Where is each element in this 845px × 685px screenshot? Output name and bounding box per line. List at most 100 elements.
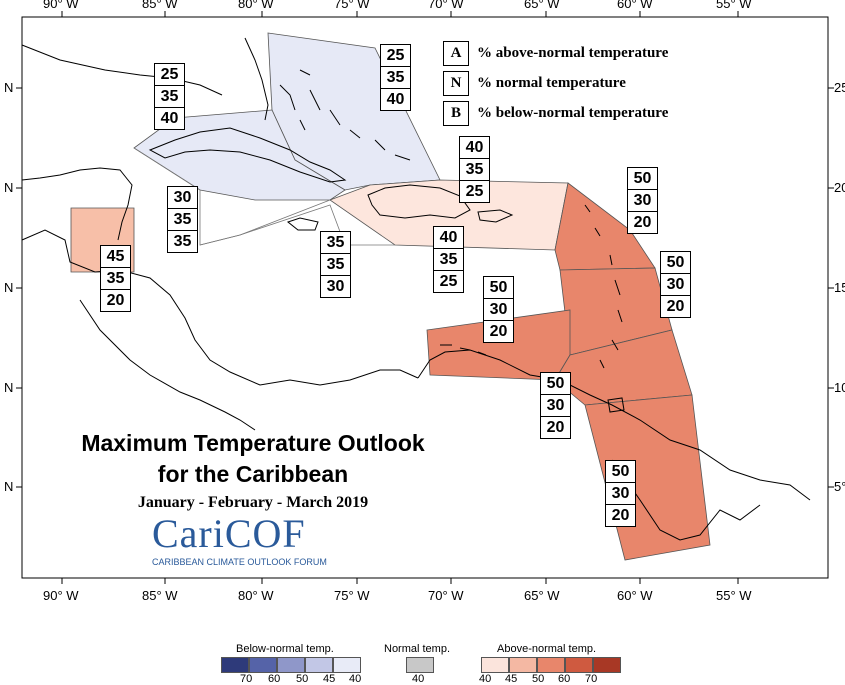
lon-label-bottom: 65° W — [524, 588, 560, 603]
colorbar-below-title: Below-normal temp. — [236, 643, 334, 655]
lon-label-top: 55° W — [716, 0, 752, 11]
prob-below: 20 — [633, 214, 652, 231]
colorbar-normal-title: Normal temp. — [384, 643, 451, 655]
colorbar-label: 70 — [585, 673, 598, 685]
forecast-box-windward: 50 30 20 — [660, 251, 691, 318]
colorbar-swatch-normal — [406, 657, 434, 673]
forecast-box-abc: 50 30 20 — [483, 276, 514, 343]
colorbar-label: 45 — [505, 673, 518, 685]
lat-label-right: 10 — [834, 380, 845, 395]
colorbar-swatch-above — [481, 657, 509, 673]
colorbar-label: 50 — [532, 673, 545, 685]
prob-above: 45 — [101, 246, 130, 268]
forecast-box-hispaniola: 40 35 25 — [459, 136, 490, 203]
colorbar-label: 45 — [323, 673, 336, 685]
lon-label-bottom: 85° W — [142, 588, 178, 603]
prob-normal: 35 — [168, 209, 197, 231]
prob-above: 50 — [661, 252, 690, 274]
map-subtitle: January - February - March 2019 — [137, 494, 369, 511]
prob-below: 20 — [489, 323, 508, 340]
prob-above: 25 — [155, 64, 184, 86]
lon-label-top: 75° W — [334, 0, 370, 11]
colorbar-swatch-below — [221, 657, 249, 673]
prob-above: 50 — [541, 373, 570, 395]
colorbar-label: 50 — [296, 673, 309, 685]
prob-normal: 35 — [101, 268, 130, 290]
zone-outlines — [133, 147, 395, 246]
colorbar-label: 40 — [412, 673, 425, 685]
prob-below: 20 — [666, 298, 685, 315]
lat-label-left: N — [4, 380, 14, 395]
prob-normal: 35 — [434, 249, 463, 271]
coastlines — [21, 37, 811, 541]
colorbar-label: 70 — [240, 673, 253, 685]
forecast-box-cuba: 25 35 40 — [154, 63, 185, 130]
colorbar-swatch-above — [593, 657, 621, 673]
lat-label-left: N — [4, 280, 14, 295]
colorbar-label: 60 — [268, 673, 281, 685]
lat-label-left: N — [4, 180, 14, 195]
prob-below: 30 — [326, 278, 345, 295]
lat-label-right: 15 — [834, 280, 845, 295]
prob-below: 25 — [439, 273, 458, 290]
prob-below: 35 — [173, 233, 192, 250]
prob-above: 30 — [168, 187, 197, 209]
colorbar-swatch-below — [249, 657, 277, 673]
lon-label-bottom: 75° W — [334, 588, 370, 603]
prob-normal: 30 — [661, 274, 690, 296]
prob-normal: 30 — [484, 299, 513, 321]
prob-below: 20 — [106, 292, 125, 309]
map-title-line2: for the Caribbean — [157, 461, 349, 487]
lon-label-top: 90° W — [43, 0, 79, 11]
key-text: % above-normal temperature — [477, 45, 669, 61]
prob-above: 50 — [484, 277, 513, 299]
forecast-box-leeward: 50 30 20 — [627, 167, 658, 234]
prob-above: 40 — [434, 227, 463, 249]
prob-below: 20 — [546, 419, 565, 436]
zone-cuba — [133, 109, 346, 201]
forecast-box-west-caribbean: 30 35 35 — [167, 186, 198, 253]
colorbar-label: 40 — [349, 673, 362, 685]
prob-normal: 35 — [460, 159, 489, 181]
lon-label-top: 65° W — [524, 0, 560, 11]
key-normal: N % normal temperature — [443, 71, 626, 96]
prob-normal: 35 — [321, 254, 350, 276]
key-text: % below-normal temperature — [477, 105, 669, 121]
prob-above: 35 — [321, 232, 350, 254]
forecast-zones — [70, 32, 711, 561]
lon-label-top: 60° W — [617, 0, 653, 11]
colorbar-swatch-below — [277, 657, 305, 673]
lon-label-top: 70° W — [428, 0, 464, 11]
frame-ticks — [16, 11, 834, 584]
map-title: Maximum Temperature Outlook — [81, 430, 425, 456]
prob-normal: 35 — [381, 67, 410, 89]
lon-label-bottom: 55° W — [716, 588, 752, 603]
prob-above: 25 — [381, 45, 410, 67]
prob-below: 20 — [611, 507, 630, 524]
lon-label-bottom: 60° W — [617, 588, 653, 603]
prob-above: 50 — [628, 168, 657, 190]
colorbar-label: 40 — [479, 673, 492, 685]
forecast-box-belize: 45 35 20 — [100, 245, 131, 312]
forecast-box-jamaica: 35 35 30 — [320, 231, 351, 298]
key-below: B % below-normal temperature — [443, 101, 668, 126]
lon-label-bottom: 70° W — [428, 588, 464, 603]
key-above: A % above-normal temperature — [443, 41, 668, 66]
colorbar-swatch-above — [565, 657, 593, 673]
prob-below: 40 — [386, 91, 405, 108]
caricof-logo: CariCOF — [152, 511, 306, 556]
map-frame — [21, 16, 829, 579]
lon-label-top: 80° W — [238, 0, 274, 11]
prob-normal: 30 — [541, 395, 570, 417]
lat-label-left: N — [4, 479, 14, 494]
key-letter: B — [443, 101, 469, 126]
key-text: % normal temperature — [477, 75, 626, 91]
prob-below: 40 — [160, 110, 179, 127]
prob-above: 40 — [460, 137, 489, 159]
lat-label-left: N — [4, 80, 14, 95]
forecast-box-trinidad: 50 30 20 — [540, 372, 571, 439]
prob-above: 50 — [606, 461, 635, 483]
prob-normal: 30 — [606, 483, 635, 505]
prob-normal: 35 — [155, 86, 184, 108]
